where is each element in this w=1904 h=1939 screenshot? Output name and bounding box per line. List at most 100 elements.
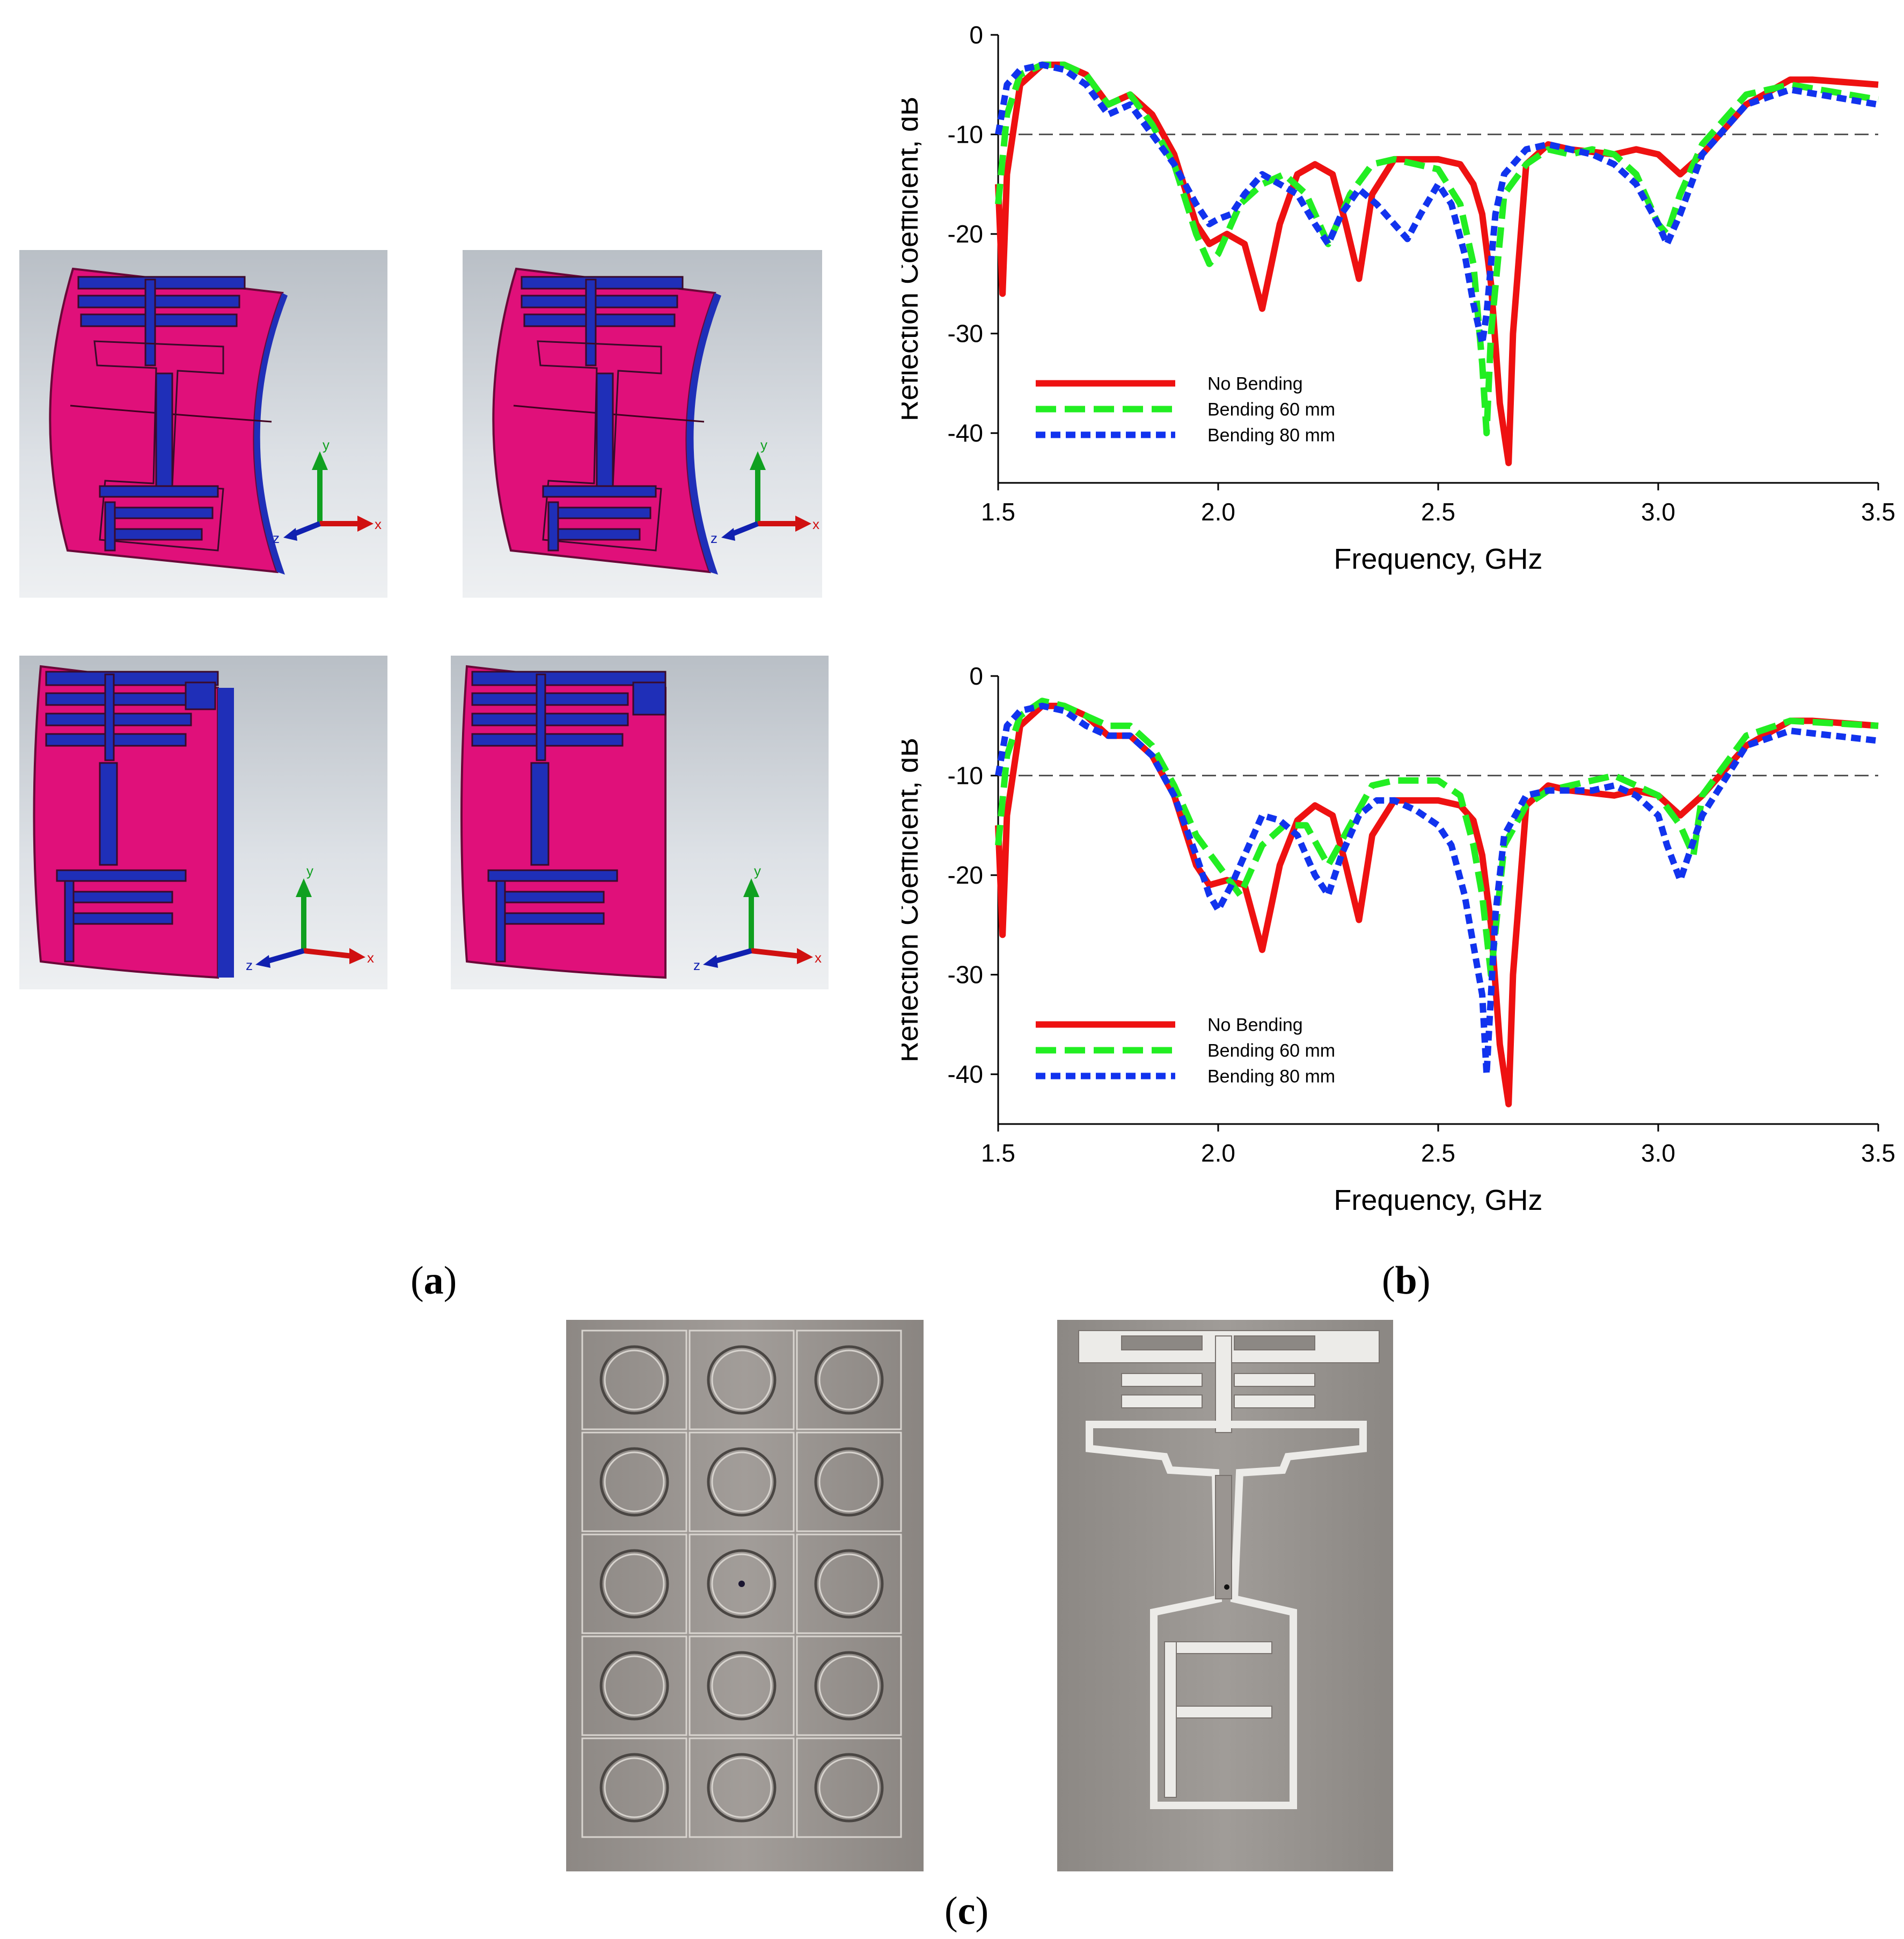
x-tick-label: 3.5 <box>1861 498 1895 526</box>
ring-resonator-inner <box>818 1349 880 1411</box>
ring-resonator-inner <box>604 1757 665 1818</box>
simulation-view-1: y x z <box>19 250 387 598</box>
simulation-view-4: y x z <box>451 656 829 989</box>
subfigure-label-b: (b) <box>1382 1259 1431 1303</box>
bent-antenna-model <box>492 267 721 575</box>
axis-y-label: y <box>306 863 313 879</box>
unit-cell <box>581 1533 687 1634</box>
y-axis-label: Reflection Coefficient, dB <box>902 97 924 421</box>
unit-cell <box>581 1330 687 1430</box>
axis-z-label: z <box>693 957 700 973</box>
y-tick-label: -20 <box>948 861 983 889</box>
y-tick-label: -30 <box>948 961 983 989</box>
ring-resonator-inner <box>604 1655 665 1716</box>
photo-antenna <box>1057 1320 1393 1871</box>
x-tick-label: 2.0 <box>1201 498 1235 526</box>
x-axis-label: Frequency, GHz <box>1334 1184 1542 1216</box>
y-tick-label: -20 <box>948 220 983 248</box>
unit-cell <box>796 1330 902 1430</box>
ring-resonator-inner <box>818 1553 880 1614</box>
series-line-bending-60-mm <box>995 697 1879 978</box>
ring-resonator <box>707 1753 777 1823</box>
ring-resonator <box>599 1549 669 1619</box>
y-axis-label: Reflection Coefficient, dB <box>902 738 924 1062</box>
fabricated-antenna <box>1078 1330 1380 1809</box>
axis-triad-icon: y x z <box>693 863 822 973</box>
ring-resonator <box>707 1549 777 1619</box>
y-tick-label: -40 <box>948 1060 983 1088</box>
ring-resonator <box>814 1651 884 1721</box>
ring-resonator <box>814 1345 884 1415</box>
axis-y-label: y <box>754 863 761 879</box>
ring-resonator-inner <box>818 1655 880 1716</box>
unit-cell <box>689 1533 795 1634</box>
ring-resonator-inner <box>711 1655 772 1716</box>
ring-array-sheet <box>581 1330 902 1838</box>
unit-cell <box>689 1330 795 1430</box>
legend-label-bending-80-mm: Bending 80 mm <box>1207 425 1335 445</box>
x-tick-label: 1.5 <box>981 1139 1015 1167</box>
x-tick-label: 3.0 <box>1641 498 1675 526</box>
unit-cell <box>689 1635 795 1736</box>
axis-z-label: z <box>273 530 280 545</box>
axis-x-label: x <box>815 950 822 966</box>
ring-resonator-inner <box>711 1349 772 1411</box>
ring-resonator-inner <box>711 1553 772 1614</box>
subfigure-label-c: (c) <box>944 1889 989 1933</box>
axis-triad-icon: y x z <box>711 438 819 545</box>
axis-z-label: z <box>711 530 717 545</box>
unit-cell <box>796 1635 902 1736</box>
bent-antenna-model <box>460 665 667 979</box>
ring-resonator-inner <box>711 1757 772 1818</box>
x-tick-label: 3.5 <box>1861 1139 1895 1167</box>
axis-z-label: z <box>246 957 253 973</box>
unit-cell <box>581 1431 687 1532</box>
ring-resonator <box>707 1447 777 1517</box>
feed-point-marker <box>738 1581 745 1587</box>
axis-triad-icon: y x z <box>246 863 374 973</box>
x-tick-label: 2.5 <box>1421 1139 1455 1167</box>
reflection-chart-top: 0 -10 -20 -30 -40 1.5 2.0 2.5 3.0 3.5 Frequency, G… <box>902 21 1895 575</box>
unit-cell <box>796 1431 902 1532</box>
ring-resonator-inner <box>818 1451 880 1512</box>
ring-resonator <box>599 1753 669 1823</box>
y-tick-label: -10 <box>948 762 983 790</box>
simulation-view-3: y x z <box>19 656 387 989</box>
ring-resonator <box>707 1651 777 1721</box>
series-line-no-bending <box>995 702 1879 1107</box>
axis-triad-icon: y x z <box>273 438 382 545</box>
ring-resonator-inner <box>711 1451 772 1512</box>
x-tick-label: 2.0 <box>1201 1139 1235 1167</box>
unit-cell <box>581 1737 687 1838</box>
bent-antenna-model <box>49 267 288 575</box>
legend-label-no-bending: No Bending <box>1207 1015 1303 1035</box>
x-tick-label: 2.5 <box>1421 498 1455 526</box>
ring-resonator-inner <box>604 1553 665 1614</box>
simulation-view-2: y x z <box>463 250 822 598</box>
series-line-bending-60-mm <box>995 61 1879 437</box>
ring-resonator <box>599 1345 669 1415</box>
axis-x-label: x <box>375 516 382 532</box>
photo-ring-array <box>566 1320 924 1871</box>
ring-resonator <box>814 1753 884 1823</box>
series-line-bending-80-mm <box>995 61 1879 347</box>
axis-y-label: y <box>323 438 329 453</box>
legend-label-bending-80-mm: Bending 80 mm <box>1207 1066 1335 1086</box>
ring-resonator <box>814 1549 884 1619</box>
subfigure-label-a: (a) <box>411 1259 457 1303</box>
axis-x-label: x <box>812 516 819 532</box>
y-tick-label: -10 <box>948 121 983 149</box>
bent-antenna-model <box>33 665 234 979</box>
ring-resonator-inner <box>604 1451 665 1512</box>
unit-cell <box>796 1533 902 1634</box>
y-tick-label: -30 <box>948 320 983 348</box>
axis-x-label: x <box>367 950 374 966</box>
ring-resonator <box>814 1447 884 1517</box>
ring-resonator <box>599 1447 669 1517</box>
unit-cell <box>581 1635 687 1736</box>
unit-cell <box>689 1431 795 1532</box>
y-tick-label: 0 <box>969 662 983 690</box>
unit-cell <box>796 1737 902 1838</box>
series-line-bending-80-mm <box>995 702 1879 1078</box>
x-tick-label: 3.0 <box>1641 1139 1675 1167</box>
